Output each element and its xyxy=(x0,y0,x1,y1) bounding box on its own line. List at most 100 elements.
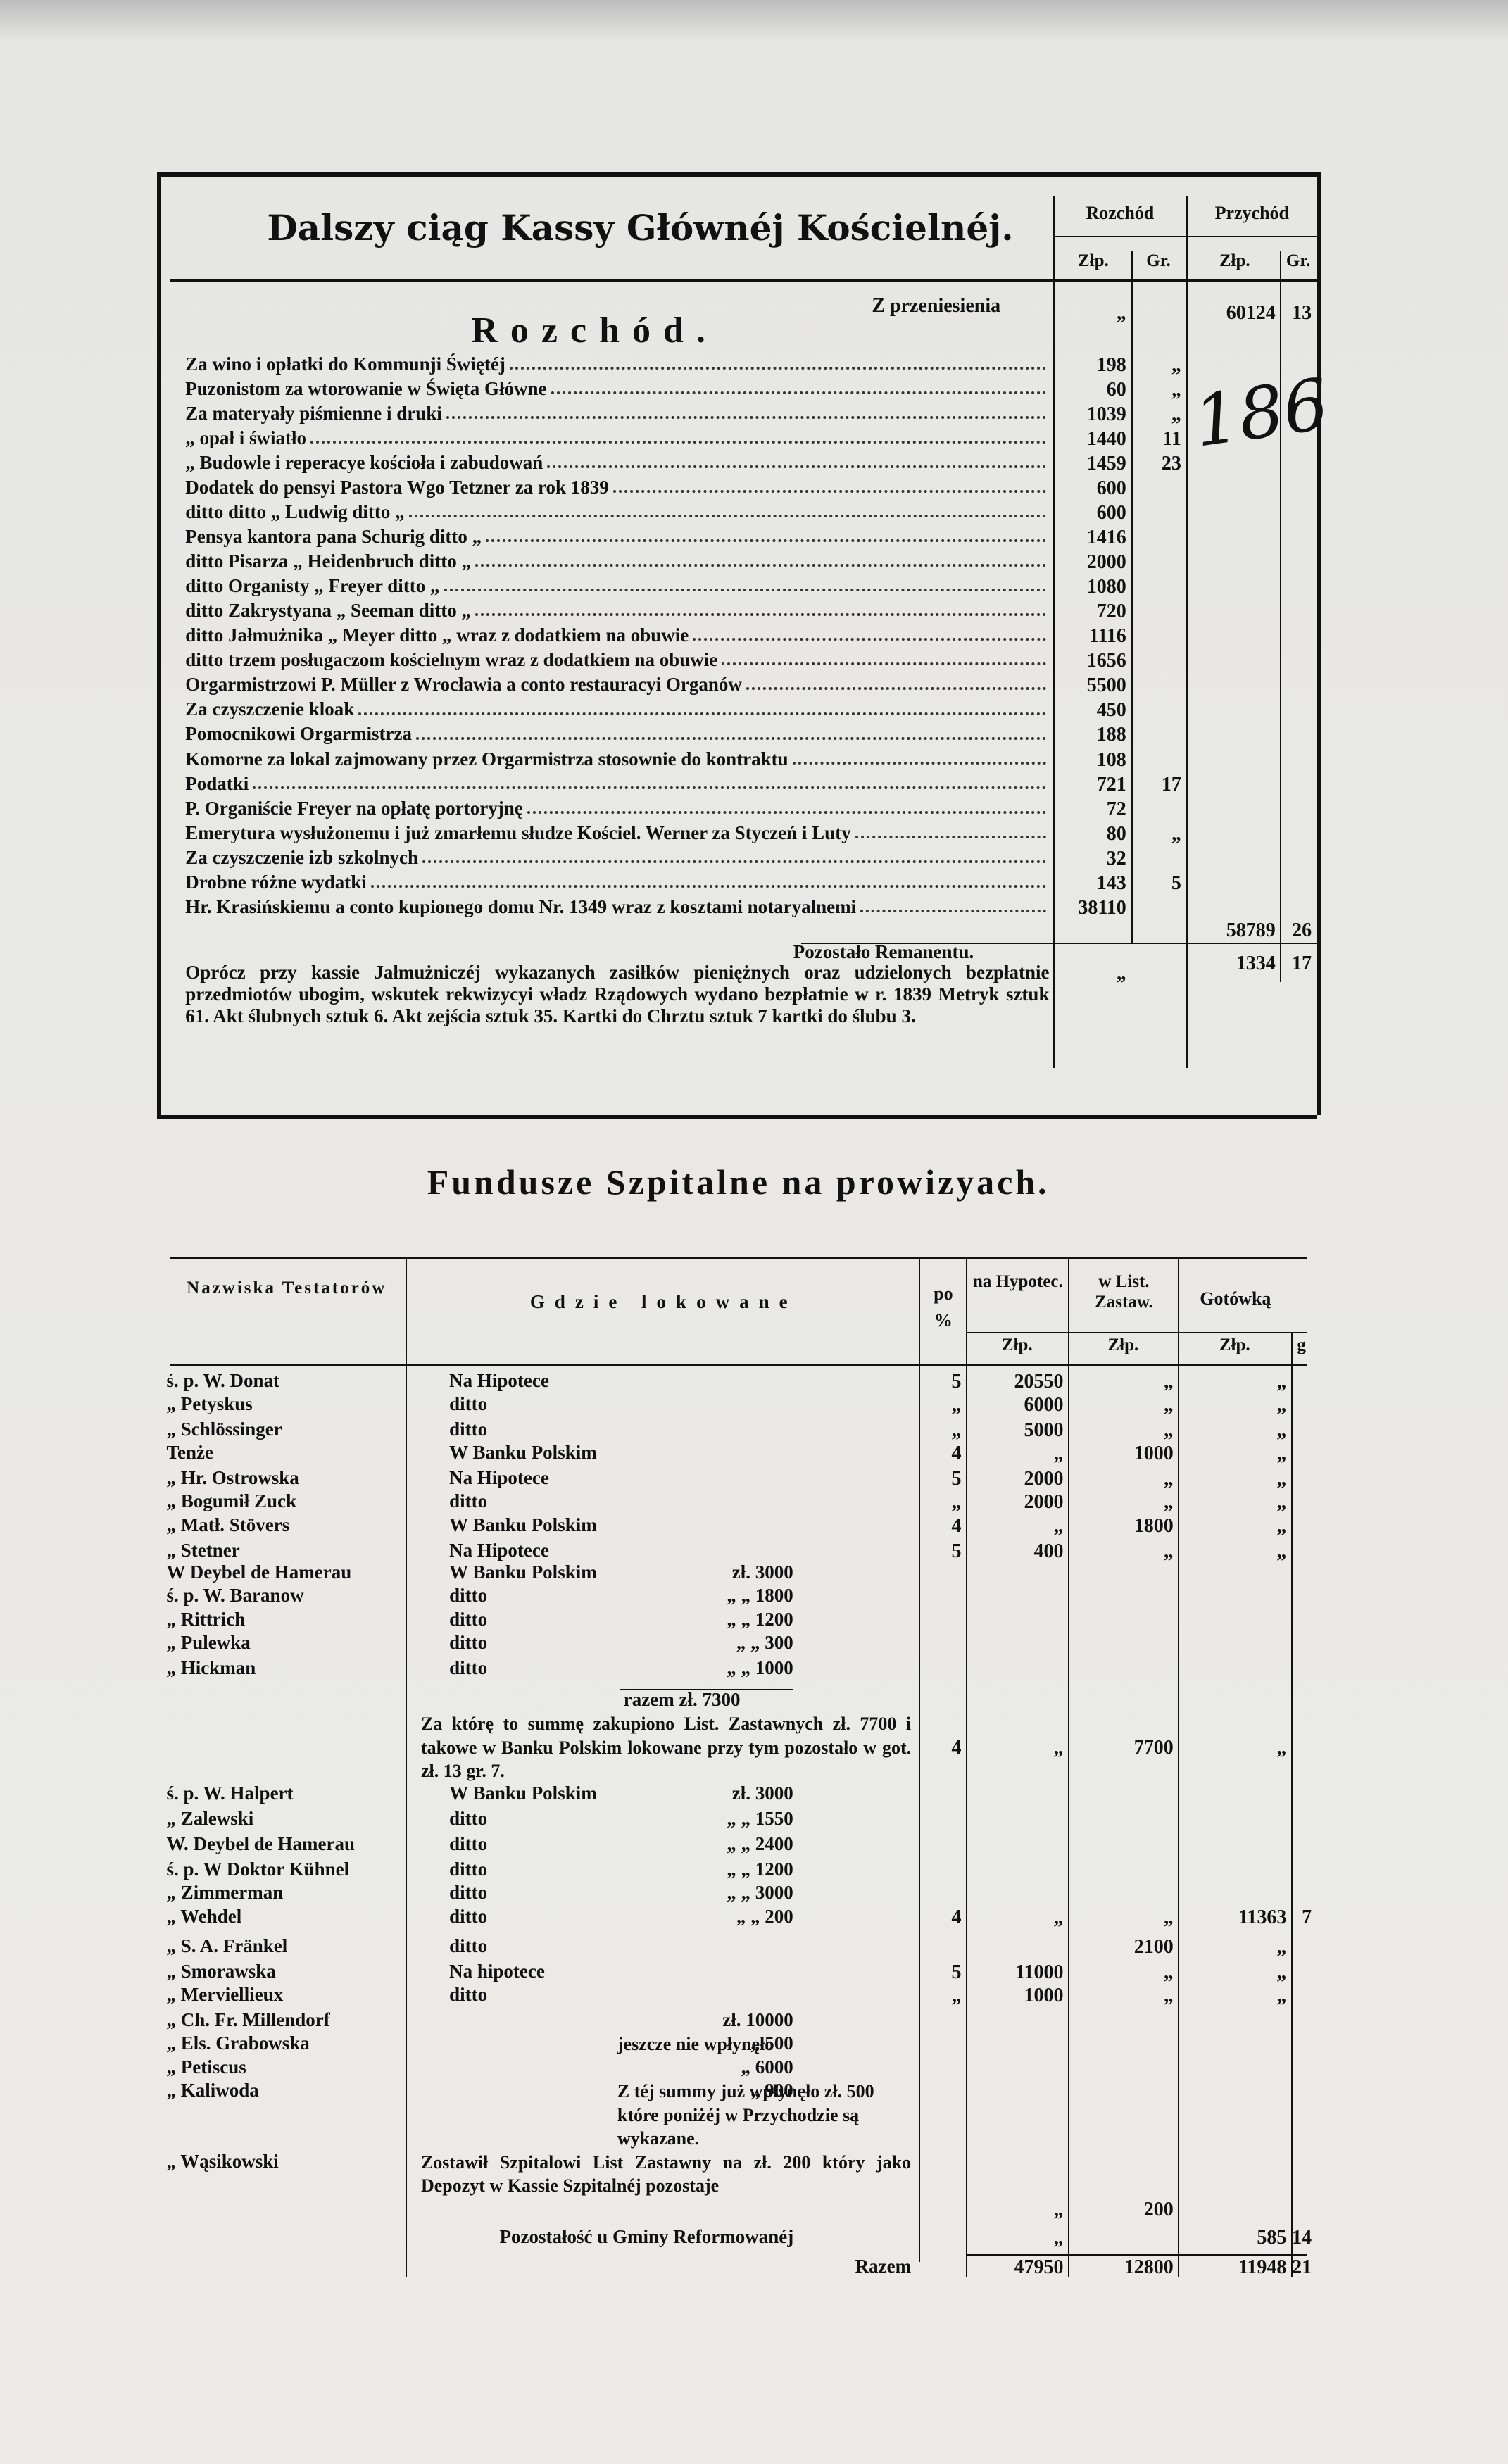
dot-leader xyxy=(746,687,1047,691)
dot-leader xyxy=(551,391,1047,395)
amount: „ xyxy=(1163,1906,1174,1928)
amount: 23 xyxy=(1161,453,1181,475)
dot-leader xyxy=(415,736,1047,740)
dot-leader xyxy=(310,441,1047,444)
amount: 1039 xyxy=(1086,403,1126,426)
rule xyxy=(966,1332,1307,1334)
location: Pozostałość u Gminy Reformowanéj xyxy=(499,2225,794,2247)
testator-name: „ Pulewka xyxy=(166,1632,251,1654)
dot-leader xyxy=(408,515,1047,518)
dot-leader xyxy=(792,761,1047,765)
amount: 7 xyxy=(1302,1906,1312,1928)
dot-leader xyxy=(486,539,1047,543)
percent: 5 xyxy=(951,1540,962,1562)
amount: 20550 xyxy=(1014,1370,1064,1393)
location: ditto xyxy=(449,1984,488,2006)
location: Na Hipotece xyxy=(449,1466,549,1488)
deposit-amount: „ „ 1550 xyxy=(727,1808,793,1830)
percent: 4 xyxy=(951,1906,962,1928)
deposit-amount: „ „ 1800 xyxy=(727,1585,793,1607)
expense-row: ditto ditto „ Ludwig ditto „ xyxy=(185,501,1049,523)
amount: 108 xyxy=(1096,748,1126,771)
row-text: Drobne różne wydatki xyxy=(185,871,367,893)
expense-row: ditto Organisty „ Freyer ditto „ xyxy=(185,575,1049,597)
amount: 6000 xyxy=(1024,1394,1064,1416)
location: ditto xyxy=(449,1657,488,1678)
percent: 5 xyxy=(951,1961,962,1983)
rule xyxy=(1068,1257,1070,2278)
amount: 47950 xyxy=(1014,2256,1064,2279)
row-text: Emerytura wysłużonemu i już zmarłemu słu… xyxy=(185,822,851,843)
amount: 2000 xyxy=(1024,1491,1064,1514)
rule xyxy=(1052,942,1317,944)
location: ditto xyxy=(449,1882,488,1904)
amount: 11 xyxy=(1162,428,1181,451)
testator-name: ś. p. W. Baranow xyxy=(166,1585,304,1607)
row-text: Dodatek do pensyi Pastora Wgo Tetzner za… xyxy=(185,477,609,498)
testator-name: „ Bogumił Zuck xyxy=(166,1490,297,1512)
location: ditto xyxy=(449,1833,488,1854)
dot-leader xyxy=(855,835,1047,838)
location: ditto xyxy=(449,1808,488,1830)
row-text: P. Organiście Freyer na opłatę portoryjn… xyxy=(185,797,523,819)
column-header: w List. Zastaw. xyxy=(1095,1272,1153,1312)
rule xyxy=(966,2254,1307,2256)
amount: „ xyxy=(1276,1514,1287,1537)
amount: „ xyxy=(1276,1419,1287,1441)
amount: 21 xyxy=(1292,2256,1312,2279)
location: W Banku Polskim xyxy=(449,1561,597,1583)
rule xyxy=(1052,235,1317,237)
amount: „ xyxy=(1163,1961,1174,1983)
testator-name: „ S. A. Fränkel xyxy=(166,1935,288,1956)
expense-row: Orgarmistrzowi P. Müller z Wrocławia a c… xyxy=(185,674,1049,696)
unit-header: Złp. xyxy=(1107,1335,1139,1354)
location: ditto xyxy=(449,1858,488,1880)
dot-leader xyxy=(693,638,1047,641)
row-text: ditto Pisarza „ Heidenbruch ditto „ xyxy=(185,551,472,572)
dot-leader xyxy=(860,909,1047,912)
percent: 4 xyxy=(951,1442,962,1465)
rule xyxy=(966,1257,968,2278)
testator-name: „ Zalewski xyxy=(166,1808,254,1830)
amount: 11363 xyxy=(1238,1906,1287,1928)
unit-header: Gr. xyxy=(1146,251,1171,270)
amount: 17 xyxy=(1161,773,1181,796)
row-text: ditto Organisty „ Freyer ditto „ xyxy=(185,575,440,597)
testator-name: „ Merviellieux xyxy=(166,1984,284,2006)
amount: „ xyxy=(1053,1906,1064,1928)
row-text: Za czyszczenie kloak xyxy=(185,698,355,720)
amount: 450 xyxy=(1096,699,1126,722)
amount: 1416 xyxy=(1086,527,1126,549)
column-header: po xyxy=(934,1283,953,1304)
amount: 721 xyxy=(1096,773,1126,796)
percent: „ xyxy=(951,1985,962,2007)
location: ditto xyxy=(449,1608,488,1630)
testator-name: ś. p. W Doktor Kühnel xyxy=(166,1858,350,1880)
amount: 60124 xyxy=(1226,302,1276,325)
testator-name: „ Els. Grabowska xyxy=(166,2032,310,2054)
deposit-amount: „ 6000 xyxy=(741,2056,793,2078)
rule xyxy=(157,172,162,1116)
expense-row: Drobne różne wydatki xyxy=(185,872,1049,893)
unit-header: Złp. xyxy=(1078,251,1109,270)
amount: 585 xyxy=(1257,2226,1287,2249)
testator-name: „ Smorawska xyxy=(166,1960,276,1982)
column-header: % xyxy=(934,1309,953,1331)
amount: „ xyxy=(1171,379,1181,401)
dot-leader xyxy=(509,367,1047,370)
testator-name: „ Wąsikowski xyxy=(166,2150,279,2172)
amount: 1656 xyxy=(1086,650,1126,672)
column-header: Gdzie lokowane xyxy=(529,1291,798,1313)
deposit-amount: zł. 10000 xyxy=(722,2009,793,2030)
expense-row: ditto Zakrystyana „ Seeman ditto „ xyxy=(185,600,1049,622)
row-text: Komorne za lokal zajmowany przez Orgarmi… xyxy=(185,748,788,769)
row-text: ditto trzem posługaczom kościelnym wraz … xyxy=(185,649,718,671)
expense-row: Emerytura wysłużonemu i już zmarłemu słu… xyxy=(185,822,1049,844)
amount: 1800 xyxy=(1133,1514,1174,1537)
rule xyxy=(405,1257,407,2278)
amount: „ xyxy=(1276,1370,1287,1393)
rule xyxy=(1280,251,1282,982)
row-text: ditto Zakrystyana „ Seeman ditto „ xyxy=(185,600,472,622)
rule xyxy=(1178,1257,1180,2278)
testator-name: „ Rittrich xyxy=(166,1608,246,1630)
